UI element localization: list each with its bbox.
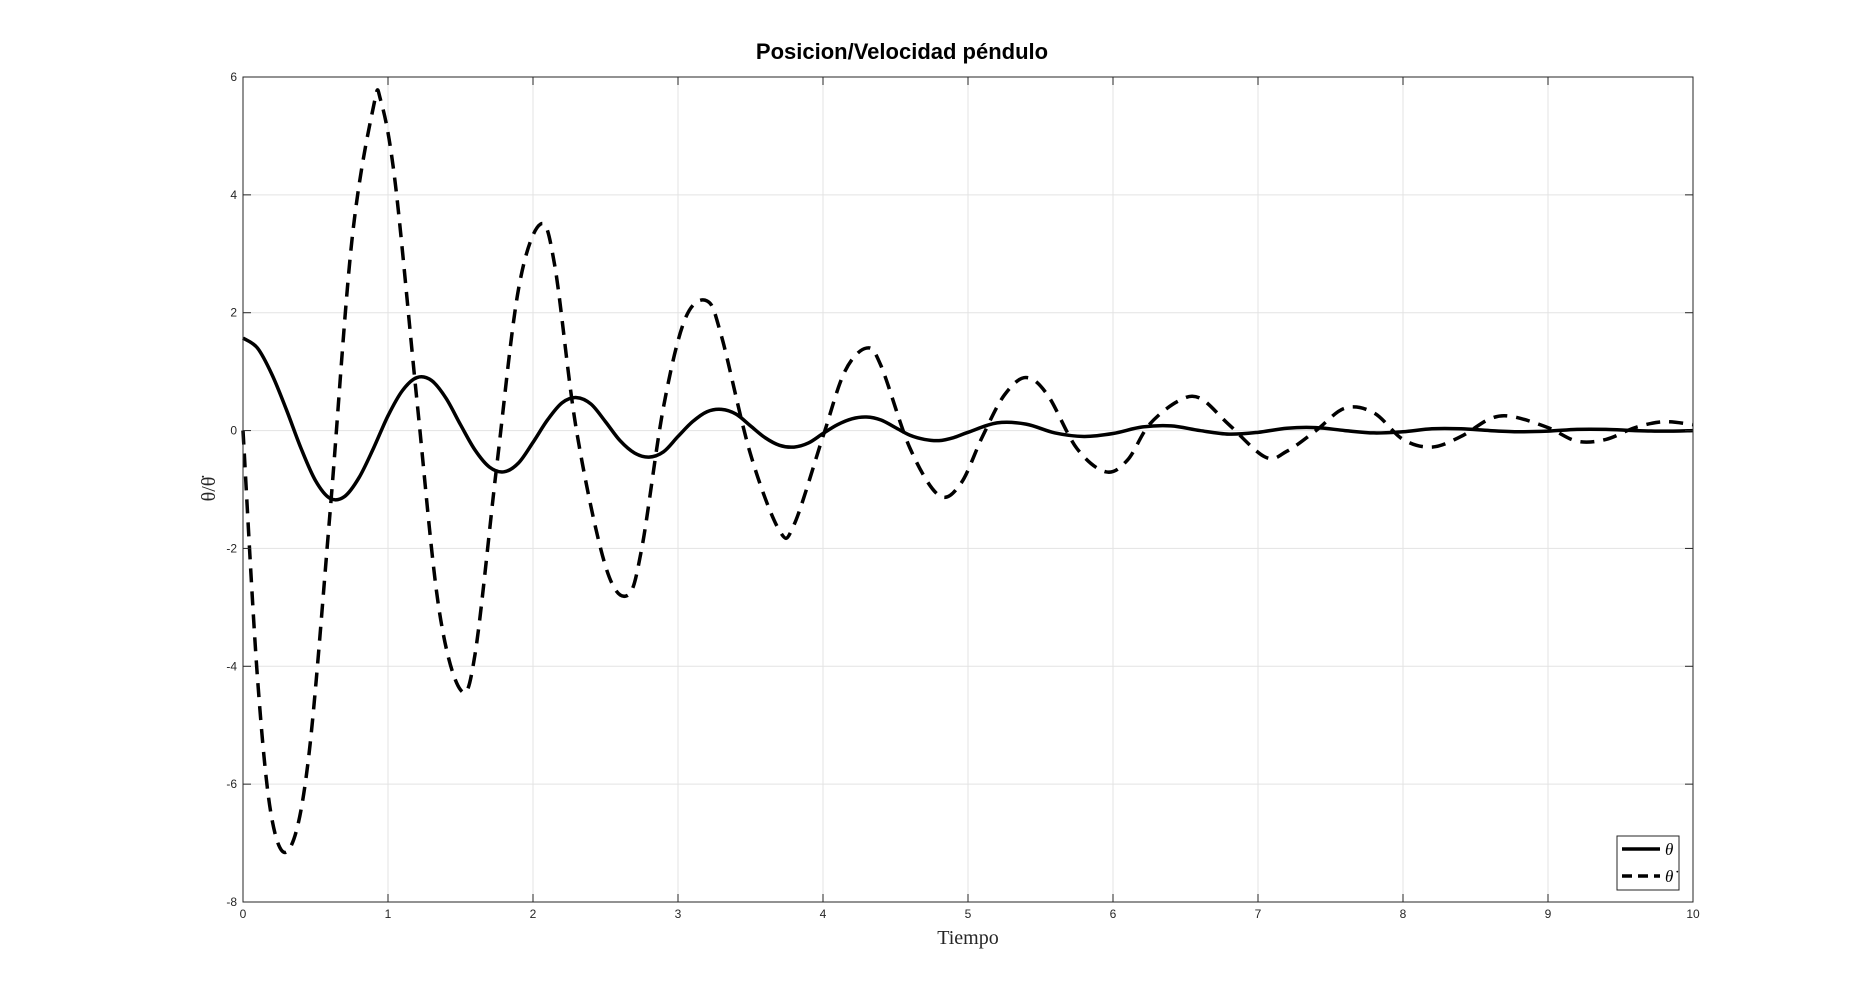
y-tick-label: 6 xyxy=(230,70,237,84)
x-tick-label: 2 xyxy=(530,907,537,921)
plot-area xyxy=(241,88,1694,855)
y-tick-label: -2 xyxy=(226,541,237,555)
x-tick-label: 4 xyxy=(820,907,827,921)
x-tick-label: 1 xyxy=(385,907,392,921)
y-tick-label: -8 xyxy=(226,895,237,909)
x-tick-label: 8 xyxy=(1400,907,1407,921)
x-tick-label: 0 xyxy=(240,907,247,921)
y-axis-label: θ/θ̇ xyxy=(198,475,220,502)
series-line-theta-dot xyxy=(241,88,1694,855)
y-tick-label: 2 xyxy=(230,306,237,320)
y-tick-label: 4 xyxy=(230,188,237,202)
x-tick-label: 7 xyxy=(1255,907,1262,921)
x-tick-label: 10 xyxy=(1686,907,1700,921)
x-tick-label: 5 xyxy=(965,907,972,921)
x-axis-label: Tiempo xyxy=(937,927,999,949)
chart-title: Posicion/Velocidad péndulo xyxy=(756,39,1048,64)
legend: θ θ̇ xyxy=(1616,835,1680,891)
legend-label-theta: θ xyxy=(1665,840,1673,859)
x-tick-label: 6 xyxy=(1110,907,1117,921)
axis-ticks: 0 1 2 3 4 5 6 7 8 9 10 -8 -6 -4 -2 0 2 4 6 xyxy=(226,70,1700,921)
x-tick-label: 9 xyxy=(1545,907,1552,921)
series-line-theta xyxy=(242,336,1694,502)
y-tick-label: 0 xyxy=(230,424,237,438)
x-tick-label: 3 xyxy=(675,907,682,921)
y-tick-label: -6 xyxy=(226,777,237,791)
y-tick-label: -4 xyxy=(226,659,237,673)
legend-box xyxy=(1616,835,1680,891)
